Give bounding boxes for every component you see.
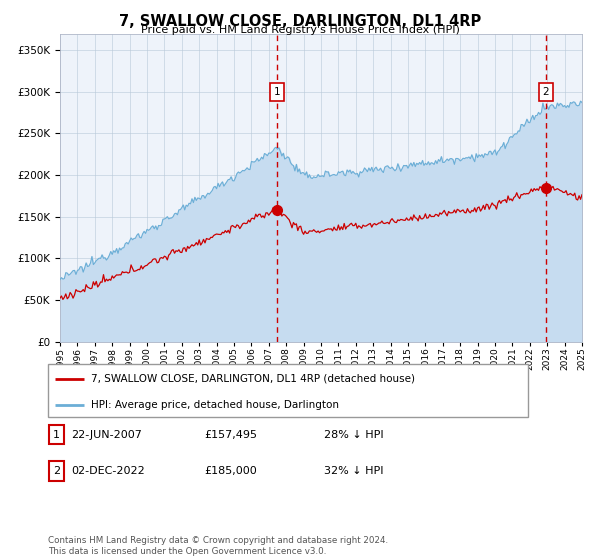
Text: 22-JUN-2007: 22-JUN-2007 xyxy=(71,430,142,440)
Text: HPI: Average price, detached house, Darlington: HPI: Average price, detached house, Darl… xyxy=(91,400,339,410)
Text: Contains HM Land Registry data © Crown copyright and database right 2024.
This d: Contains HM Land Registry data © Crown c… xyxy=(48,536,388,556)
Text: 2: 2 xyxy=(53,466,60,476)
Text: 02-DEC-2022: 02-DEC-2022 xyxy=(71,466,145,476)
Text: 1: 1 xyxy=(274,87,280,97)
Text: 28% ↓ HPI: 28% ↓ HPI xyxy=(324,430,383,440)
Text: £157,495: £157,495 xyxy=(204,430,257,440)
Text: 32% ↓ HPI: 32% ↓ HPI xyxy=(324,466,383,476)
Text: 7, SWALLOW CLOSE, DARLINGTON, DL1 4RP (detached house): 7, SWALLOW CLOSE, DARLINGTON, DL1 4RP (d… xyxy=(91,374,415,384)
Text: 1: 1 xyxy=(53,430,60,440)
Text: 2: 2 xyxy=(542,87,549,97)
Text: £185,000: £185,000 xyxy=(204,466,257,476)
Text: Price paid vs. HM Land Registry's House Price Index (HPI): Price paid vs. HM Land Registry's House … xyxy=(140,25,460,35)
Text: 7, SWALLOW CLOSE, DARLINGTON, DL1 4RP: 7, SWALLOW CLOSE, DARLINGTON, DL1 4RP xyxy=(119,14,481,29)
